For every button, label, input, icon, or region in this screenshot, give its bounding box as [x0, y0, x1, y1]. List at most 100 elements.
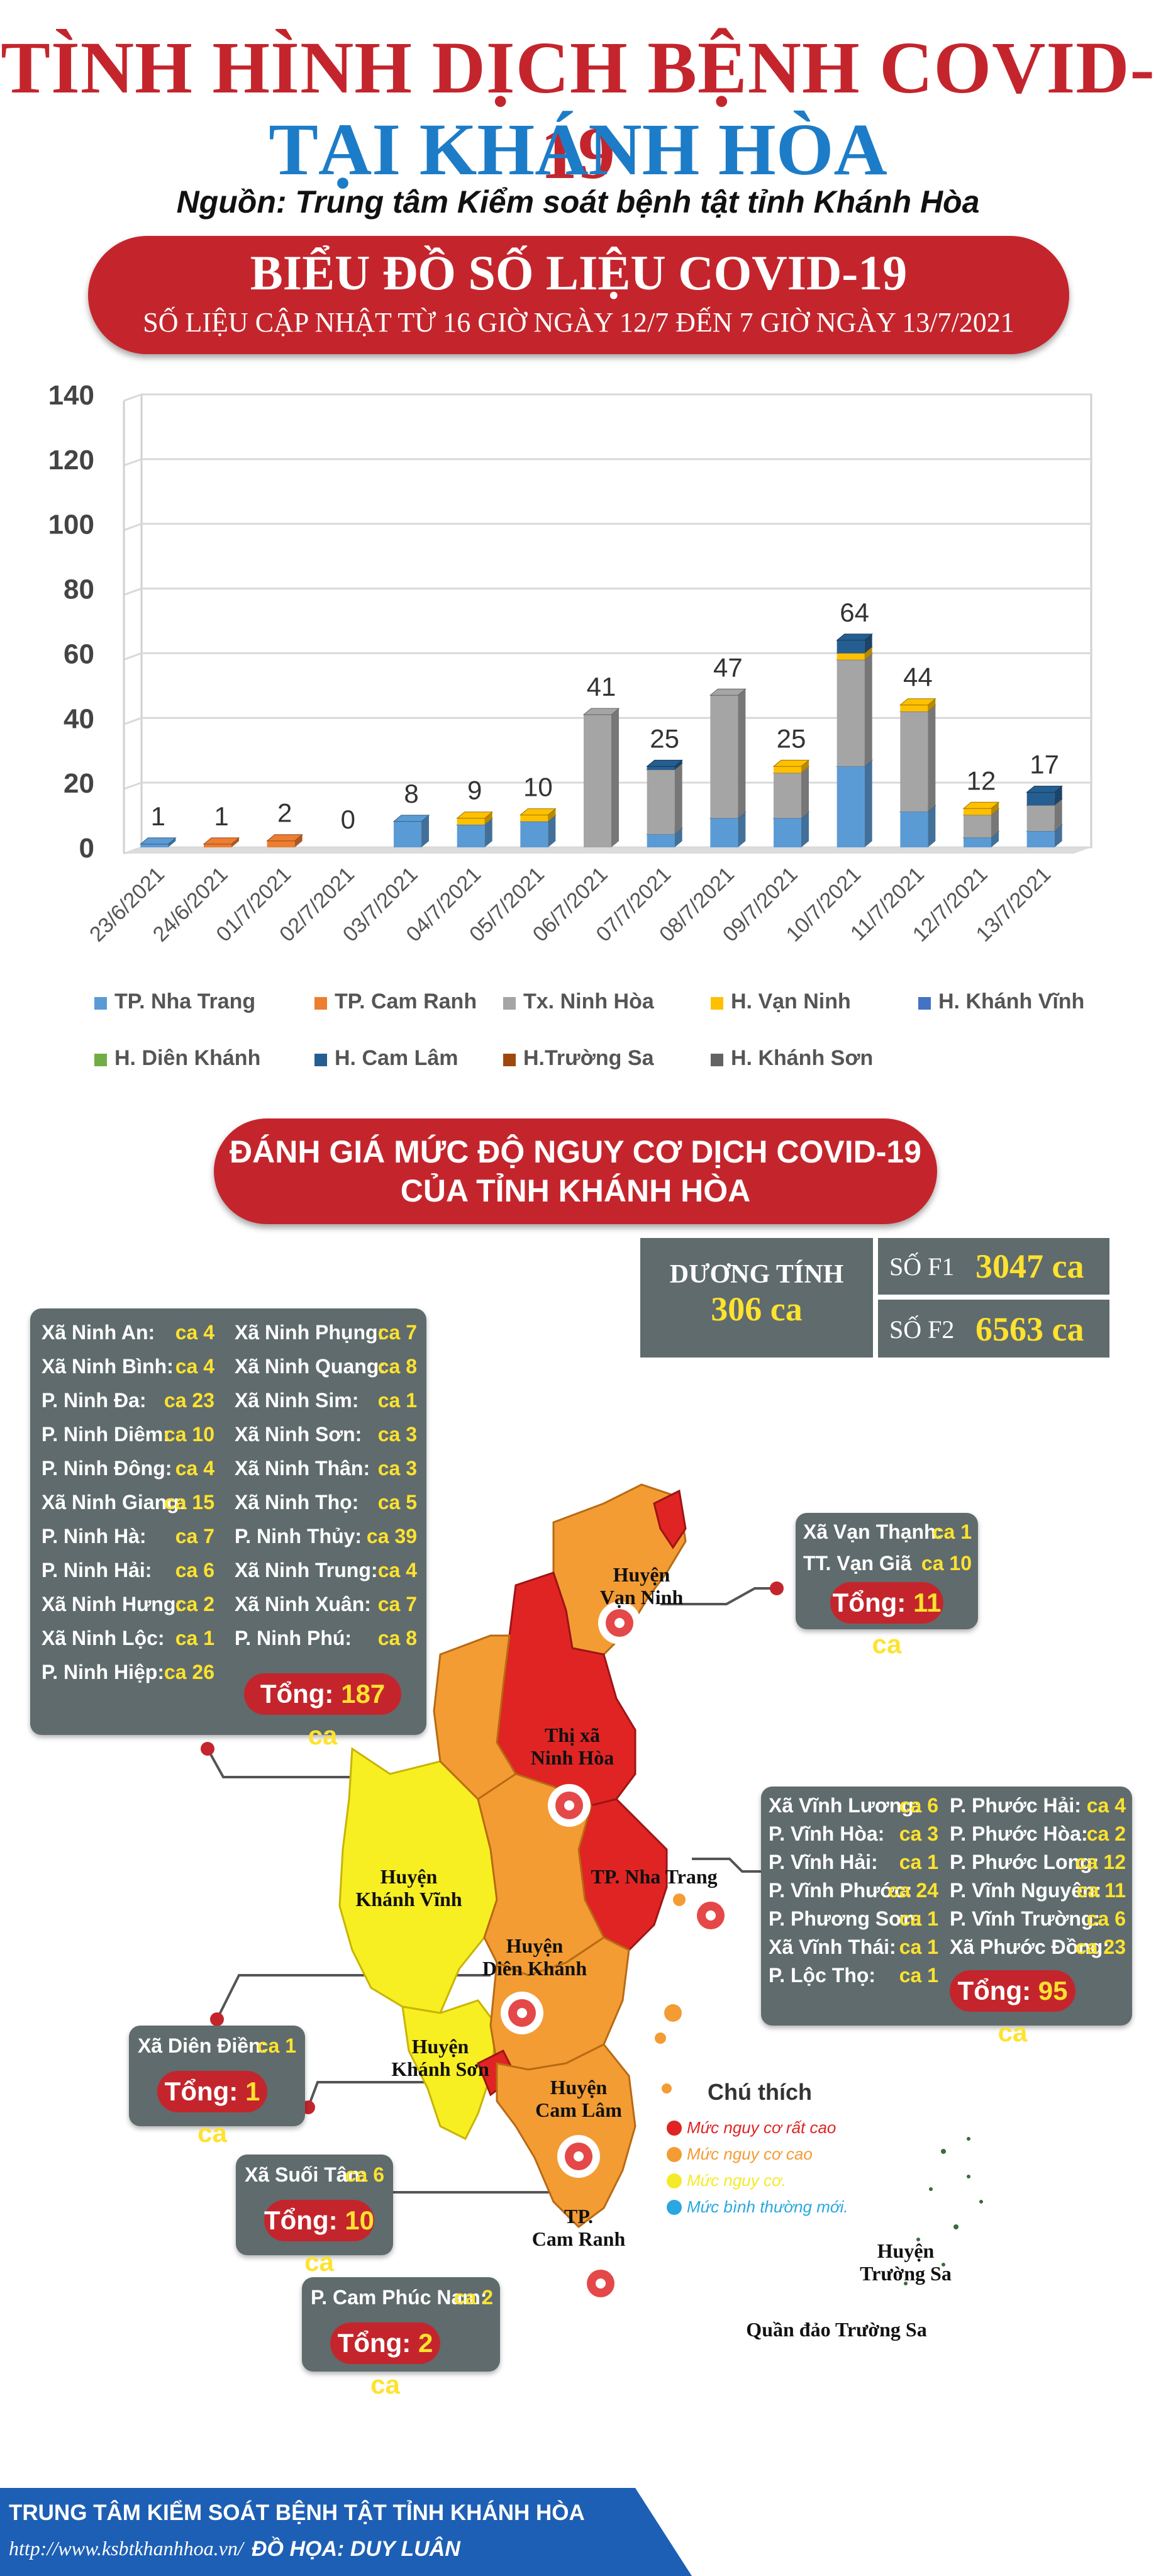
legend-item: Mức bình thường mới. — [667, 2197, 848, 2217]
bar-segment-top — [709, 688, 747, 696]
bar-segment-side — [738, 811, 746, 847]
total-label: Tổng: — [957, 1976, 1038, 2005]
legend-item: Mức nguy cơ cao — [667, 2144, 813, 2164]
bar-segment — [774, 818, 801, 847]
legend-swatch — [314, 997, 327, 1010]
commune-name: P. Vĩnh Nguyên: — [950, 1879, 1102, 1902]
bar-segment — [647, 834, 675, 847]
risk-title-line2: CỦA TỈNH KHÁNH HÒA — [400, 1173, 751, 1208]
page-title: TÌNH HÌNH DỊCH BỆNH COVID-19 — [1, 26, 1155, 194]
commune-name: P. Vĩnh Hòa: — [769, 1822, 885, 1845]
bar-segment-side — [801, 766, 809, 818]
footer: TRUNG TÂM KIỂM SOÁT BỆNH TẬT TỈNH KHÁNH … — [0, 2488, 629, 2576]
data-label: 41 — [587, 672, 616, 701]
bar-segment — [900, 705, 928, 711]
y-tick-label: 80 — [64, 574, 94, 605]
positive-box: DƯƠNG TÍNH 306 ca — [640, 1238, 873, 1358]
bar-segment — [836, 640, 865, 654]
f1-value: 3047 ca — [975, 1247, 1084, 1285]
f2-value: 6563 ca — [975, 1310, 1084, 1348]
commune-name: Xã Ninh Bình: — [42, 1355, 174, 1378]
cam-lam-panel: Xã Suối Tân: 6 ca Tổng: 10 ca — [236, 2155, 393, 2277]
ninh-hoa-panel: Xã Ninh An: 4 ca Xã Ninh Bình: 4 ca P. Ninh … — [30, 1308, 426, 1750]
bar-segment — [900, 811, 928, 847]
bar-segment-side — [928, 698, 936, 711]
legend-swatch — [503, 997, 516, 1010]
virus-icon — [501, 1992, 543, 2034]
bar-segment — [140, 844, 169, 847]
total-value: 2 ca — [370, 2328, 433, 2399]
nha-trang-panel: Xã Vĩnh Lương: 6 ca P. Vĩnh Hòa: 3 ca P. Vĩn… — [761, 1787, 1132, 2047]
legend-label: H. Khánh Sơn — [731, 1046, 873, 1070]
bar-segment-top — [203, 837, 240, 845]
legend-label: TP. Cam Ranh — [335, 990, 477, 1013]
label-dien-khanh: Huyện Diên Khánh — [482, 1934, 587, 1980]
bar-segment-side — [168, 837, 176, 847]
bar-segment-side — [674, 760, 682, 770]
commune-name: P. Phước Hòa: — [950, 1822, 1088, 1845]
commune-name: Xã Phước Đồng: — [950, 1936, 1109, 1958]
virus-icon — [579, 2262, 622, 2305]
bar-segment-side — [864, 653, 872, 767]
bar-segment — [836, 653, 865, 660]
commune-name: P. Ninh Đa: — [42, 1389, 147, 1412]
commune-name: TT. Vạn Giã — [803, 1552, 912, 1575]
data-label: 1 — [151, 801, 165, 831]
map-legend: Chú thích Mức nguy cơ rất cao Mức nguy cơ… — [667, 2079, 874, 2224]
bar-segment-top — [646, 759, 684, 767]
data-label: 8 — [404, 779, 418, 808]
bar-segment — [964, 815, 991, 838]
legend-dot — [667, 2199, 682, 2215]
gridline-depth — [123, 523, 142, 532]
bar-segment-top — [266, 834, 304, 842]
footer-slant — [623, 2488, 692, 2576]
commune-name: Xã Ninh An: — [42, 1321, 155, 1344]
label-quan-dao: Quần đảo Trường Sa — [746, 2318, 927, 2341]
legend-swatch — [711, 997, 723, 1010]
bar-segment — [836, 766, 865, 847]
region-cam-ranh — [496, 2043, 636, 2228]
legend-item-label: Mức nguy cơ cao — [687, 2144, 813, 2163]
bar-segment — [394, 821, 421, 847]
y-tick-label: 100 — [48, 510, 94, 540]
commune-name: P. Ninh Thủy: — [235, 1525, 362, 1547]
bar-segment-side — [801, 760, 809, 773]
label-truong-sa: Huyện Trường Sa — [860, 2239, 952, 2285]
bar-segment — [1026, 831, 1055, 847]
bar-segment-top — [836, 633, 874, 641]
bar-segment-side — [991, 808, 999, 838]
commune-name: P. Ninh Hà: — [42, 1525, 147, 1547]
label-khanh-son: Huyện Khánh Sơn — [391, 2035, 489, 2080]
cam-ranh-panel: P. Cam Phúc Nam: 2 ca Tổng: 2 ca — [302, 2277, 500, 2399]
bar-segment-top — [962, 801, 1000, 809]
data-label: 17 — [1030, 750, 1059, 779]
bar-segment-side — [548, 815, 556, 847]
commune-name: Xã Vĩnh Thái: — [769, 1936, 896, 1958]
f2-label: SỐ F2 — [889, 1315, 955, 1344]
commune-name: Xã Ninh Quang: — [235, 1355, 386, 1378]
commune-name: P. Lộc Thọ: — [769, 1964, 876, 1987]
label-cam-ranh: TP. Cam Ranh — [531, 2205, 626, 2250]
commune-name: Xã Vĩnh Lương: — [769, 1794, 921, 1817]
gridline-depth — [123, 846, 142, 855]
data-label: 2 — [277, 798, 292, 828]
commune-name: Xã Ninh Xuân: — [235, 1593, 371, 1615]
bar-segment — [964, 808, 991, 815]
footer-url[interactable]: http://www.ksbtkhanhhoa.vn/ — [9, 2537, 243, 2560]
legend-swatch — [503, 1054, 516, 1066]
chart-subtitle: SỐ LIỆU CẬP NHẬT TỪ 16 GIỜ NGÀY 12/7 ĐẾN… — [143, 307, 1014, 338]
bar-segment — [647, 766, 675, 770]
commune-name: Xã Ninh Lộc: — [42, 1627, 165, 1649]
data-label: 0 — [341, 805, 355, 834]
footer-credit: ĐỒ HỌA: DUY LUÂN — [252, 2537, 460, 2561]
covid-bar-chart: 020406080100120140123/6/2021124/6/202120… — [48, 380, 1092, 1070]
islands — [655, 1893, 686, 2094]
legend-swatch — [918, 997, 931, 1010]
bar-segment-top — [582, 708, 620, 715]
region-ninh-hoa-orange — [433, 1634, 518, 1800]
bar-segment-top — [519, 808, 557, 816]
commune-name: P. Ninh Đông: — [42, 1457, 172, 1480]
region-khanh-son — [401, 1999, 498, 2141]
legend-title: Chú thích — [708, 2079, 812, 2105]
bar-segment-side — [231, 837, 239, 847]
